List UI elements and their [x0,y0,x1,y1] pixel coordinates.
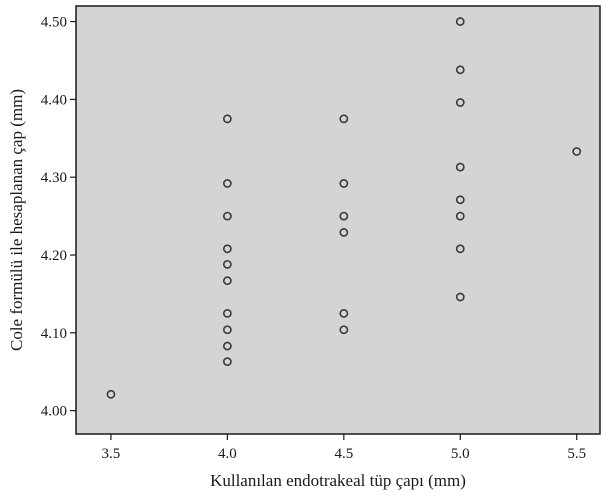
data-point [222,259,232,269]
data-point [222,341,232,351]
data-point [455,98,465,107]
data-point [222,211,232,221]
plot-area [75,5,601,435]
y-tick-label: 4.30 [41,170,67,186]
data-point [339,211,349,221]
y-tick-label: 4.20 [41,248,67,264]
data-point [455,244,465,254]
data-point [572,147,582,156]
data-point [455,162,465,172]
data-point [222,308,232,318]
data-point [222,244,232,254]
data-points [106,17,582,399]
y-tick-label: 4.10 [41,326,67,342]
data-point [339,114,349,124]
data-point [455,195,465,205]
y-tick-label: 4.40 [41,92,67,108]
y-tick-label: 4.00 [41,404,67,420]
data-point [222,325,232,335]
data-point [222,357,232,367]
data-point [339,308,349,318]
x-tick-label: 3.5 [102,446,121,462]
data-point [455,65,465,75]
data-point [222,179,232,188]
x-axis: 3.5 4.0 4.5 5.0 5.5 [102,434,586,462]
y-tick-label: 4.50 [41,15,67,31]
data-point [455,17,465,26]
x-tick-label: 4.0 [218,446,237,462]
x-tick-label: 5.5 [567,446,586,462]
data-point [222,276,232,286]
data-point [455,211,465,221]
data-point [455,292,465,302]
data-point [222,114,232,124]
y-axis: 4.00 4.10 4.20 4.30 4.40 4.50 [41,15,76,420]
x-tick-label: 4.5 [334,446,353,462]
y-axis-label: Cole formülü ile hesaplanan çap (mm) [7,89,26,351]
x-tick-label: 5.0 [451,446,470,462]
data-point [339,228,349,237]
data-point [339,179,349,188]
x-axis-label: Kullanılan endotrakeal tüp çapı (mm) [210,471,466,490]
data-point [106,389,116,399]
data-point [339,325,349,335]
